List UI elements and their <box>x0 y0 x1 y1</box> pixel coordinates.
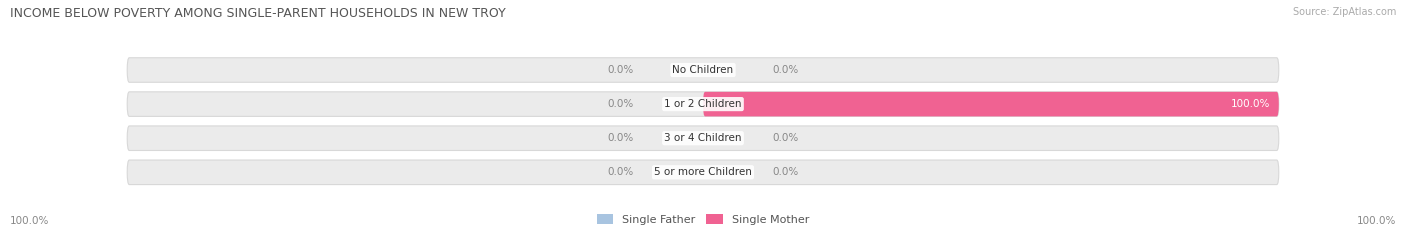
Text: 3 or 4 Children: 3 or 4 Children <box>664 133 742 143</box>
FancyBboxPatch shape <box>127 160 1279 185</box>
Text: INCOME BELOW POVERTY AMONG SINGLE-PARENT HOUSEHOLDS IN NEW TROY: INCOME BELOW POVERTY AMONG SINGLE-PARENT… <box>10 7 506 20</box>
Text: No Children: No Children <box>672 65 734 75</box>
FancyBboxPatch shape <box>127 126 1279 151</box>
Text: 100.0%: 100.0% <box>1230 99 1270 109</box>
Legend: Single Father, Single Mother: Single Father, Single Mother <box>596 214 810 225</box>
Text: 0.0%: 0.0% <box>772 65 799 75</box>
Text: 5 or more Children: 5 or more Children <box>654 167 752 177</box>
FancyBboxPatch shape <box>703 92 1279 116</box>
FancyBboxPatch shape <box>127 58 1279 82</box>
Text: 100.0%: 100.0% <box>10 216 49 226</box>
Text: 0.0%: 0.0% <box>607 65 634 75</box>
Text: 100.0%: 100.0% <box>1357 216 1396 226</box>
Text: 0.0%: 0.0% <box>607 99 634 109</box>
Text: 0.0%: 0.0% <box>772 167 799 177</box>
Text: Source: ZipAtlas.com: Source: ZipAtlas.com <box>1292 7 1396 17</box>
Text: 0.0%: 0.0% <box>772 133 799 143</box>
Text: 0.0%: 0.0% <box>607 133 634 143</box>
FancyBboxPatch shape <box>127 92 1279 116</box>
Text: 0.0%: 0.0% <box>607 167 634 177</box>
Text: 1 or 2 Children: 1 or 2 Children <box>664 99 742 109</box>
